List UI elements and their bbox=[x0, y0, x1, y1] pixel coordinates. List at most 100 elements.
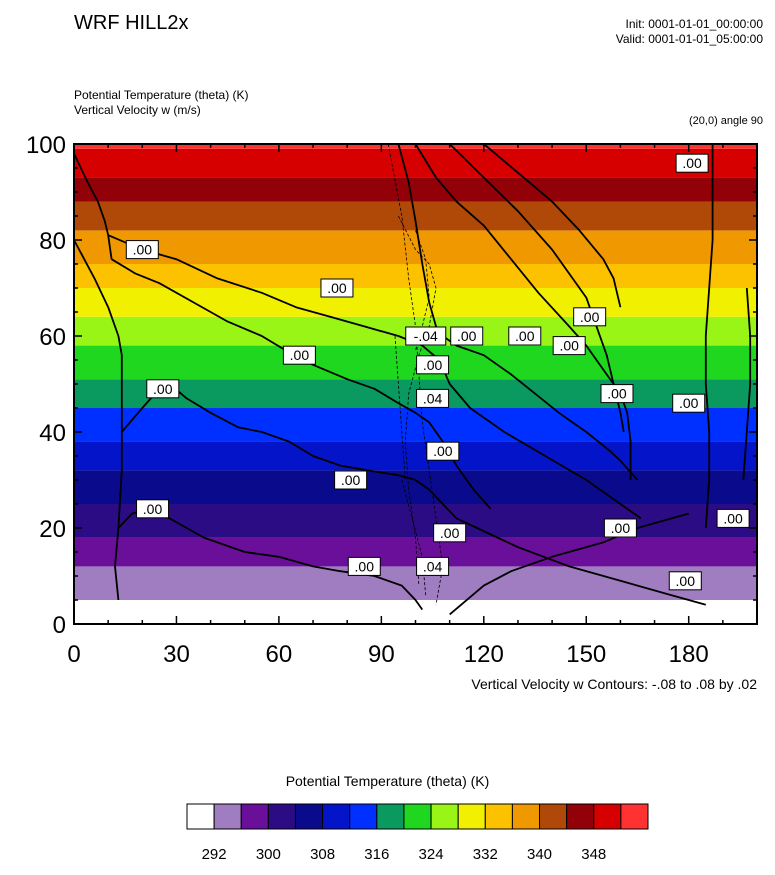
svg-text:.00: .00 bbox=[580, 309, 600, 325]
svg-text:.00: .00 bbox=[682, 155, 702, 171]
contour-label-16: .00 bbox=[573, 307, 607, 327]
contour-label-3: .00 bbox=[146, 379, 180, 399]
contour-line-11 bbox=[742, 287, 752, 481]
contour-label-9: .00 bbox=[416, 355, 450, 375]
colorbar-box-2 bbox=[240, 803, 269, 830]
svg-text:.04: .04 bbox=[423, 390, 443, 406]
colorbar-box-0 bbox=[186, 803, 215, 830]
contour-line-12 bbox=[449, 512, 689, 616]
contour-label-13: .04 bbox=[416, 556, 450, 576]
contour-label-19: .00 bbox=[675, 153, 709, 173]
colorbar-tick-label: 324 bbox=[419, 846, 444, 863]
contour-line-4 bbox=[121, 383, 707, 606]
colorbar-box-14 bbox=[566, 803, 595, 830]
axis-ticks: 0 30 60 90 120 150 180 0 20 40 60 80 100 bbox=[26, 132, 758, 668]
contour-labels: .00.00.00.00.00.00.00-.04.00.00.04.00.00… bbox=[125, 153, 750, 591]
plot-title: WRF HILL2x bbox=[74, 12, 189, 34]
contour-label-7: -.04 bbox=[405, 326, 447, 346]
contour-label-4: .00 bbox=[136, 499, 170, 519]
theta-band-3 bbox=[74, 504, 757, 538]
colorbar-tick-label: 340 bbox=[527, 846, 552, 863]
svg-text:.00: .00 bbox=[143, 501, 163, 517]
theta-band-7 bbox=[74, 379, 757, 408]
theta-band-8 bbox=[74, 345, 757, 380]
svg-text:.00: .00 bbox=[515, 328, 535, 344]
contour-line-7 bbox=[414, 143, 632, 480]
field-label-theta: Potential Temperature (theta) (K) bbox=[74, 88, 249, 102]
colorbar-tick-label: 292 bbox=[202, 846, 227, 863]
field-label-w: Vertical Velocity w (m/s) bbox=[74, 103, 201, 117]
y-tick-label: 80 bbox=[39, 228, 66, 255]
colorbar-tick-label: 348 bbox=[581, 846, 606, 863]
contour-line-14 bbox=[398, 215, 437, 586]
contour-label-22: .00 bbox=[716, 508, 750, 528]
x-tick-label: 150 bbox=[566, 641, 606, 668]
colorbar-box-15 bbox=[593, 803, 622, 830]
theta-band-1 bbox=[74, 566, 757, 600]
svg-text:.00: .00 bbox=[679, 395, 699, 411]
y-tick-label: 40 bbox=[39, 420, 66, 447]
colorbar-title: Potential Temperature (theta) (K) bbox=[285, 773, 490, 789]
svg-text:.00: .00 bbox=[440, 525, 460, 541]
theta-band-4 bbox=[74, 470, 757, 504]
contour-label-20: .00 bbox=[672, 393, 706, 413]
y-tick-label: 100 bbox=[26, 132, 66, 159]
theta-band-12 bbox=[74, 230, 757, 264]
svg-text:.00: .00 bbox=[723, 510, 743, 526]
contour-label-5: .00 bbox=[334, 470, 368, 490]
colorbar-tick-label: 316 bbox=[364, 846, 389, 863]
contour-label-8: .00 bbox=[450, 326, 484, 346]
x-tick-label: 30 bbox=[163, 641, 190, 668]
x-tick-label: 120 bbox=[464, 641, 504, 668]
theta-band-14 bbox=[74, 177, 757, 202]
colorbar-box-10 bbox=[457, 803, 486, 830]
contour-label-0: .00 bbox=[125, 240, 159, 260]
contour-line-6 bbox=[397, 143, 639, 481]
svg-text:.00: .00 bbox=[355, 558, 375, 574]
contour-note: Vertical Velocity w Contours: -.08 to .0… bbox=[471, 676, 757, 692]
contour-label-10: .04 bbox=[416, 388, 450, 408]
contour-label-18: .00 bbox=[603, 518, 637, 538]
svg-text:.00: .00 bbox=[607, 386, 627, 402]
contour-line-3 bbox=[73, 239, 123, 601]
contour-line-10 bbox=[704, 144, 714, 529]
contour-line-9 bbox=[483, 143, 622, 308]
svg-text:.00: .00 bbox=[559, 338, 579, 354]
contour-label-21: .00 bbox=[668, 571, 702, 591]
contour-label-6: .00 bbox=[347, 556, 381, 576]
theta-band-15 bbox=[74, 148, 757, 178]
colorbar-box-5 bbox=[322, 803, 351, 830]
x-tick-label: 180 bbox=[669, 641, 709, 668]
colorbar-box-1 bbox=[213, 803, 242, 830]
svg-text:.00: .00 bbox=[327, 280, 347, 296]
contour-label-15: .00 bbox=[552, 336, 586, 356]
x-tick-label: 0 bbox=[67, 641, 80, 668]
theta-band-5 bbox=[74, 441, 757, 471]
theta-band-11 bbox=[74, 264, 757, 288]
contour-line-17 bbox=[394, 335, 406, 481]
colorbar-box-12 bbox=[511, 803, 541, 830]
colorbar-box-13 bbox=[539, 803, 568, 830]
theta-band-10 bbox=[74, 288, 757, 317]
svg-text:-.04: -.04 bbox=[414, 328, 438, 344]
init-time: Init: 0001-01-01_00:00:00 bbox=[625, 17, 763, 31]
svg-text:.00: .00 bbox=[153, 381, 173, 397]
contour-label-11: .00 bbox=[426, 441, 460, 461]
x-tick-label: 60 bbox=[266, 641, 293, 668]
colorbar-tick-label: 308 bbox=[310, 846, 335, 863]
colorbar-box-4 bbox=[294, 803, 324, 830]
contour-label-12: .00 bbox=[433, 523, 467, 543]
y-tick-label: 60 bbox=[39, 324, 66, 351]
colorbar-box-8 bbox=[403, 803, 432, 830]
colorbar-box-9 bbox=[430, 803, 459, 830]
y-tick-label: 20 bbox=[39, 516, 66, 543]
colorbar-box-11 bbox=[484, 803, 513, 830]
svg-text:.04: .04 bbox=[423, 558, 443, 574]
contour-label-2: .00 bbox=[282, 345, 316, 365]
svg-text:.00: .00 bbox=[290, 347, 310, 363]
y-tick-label: 0 bbox=[53, 612, 66, 639]
colorbar-tick-label: 300 bbox=[256, 846, 281, 863]
svg-text:.00: .00 bbox=[676, 573, 696, 589]
svg-text:.00: .00 bbox=[133, 242, 153, 258]
colorbar-tick-label: 332 bbox=[473, 846, 498, 863]
